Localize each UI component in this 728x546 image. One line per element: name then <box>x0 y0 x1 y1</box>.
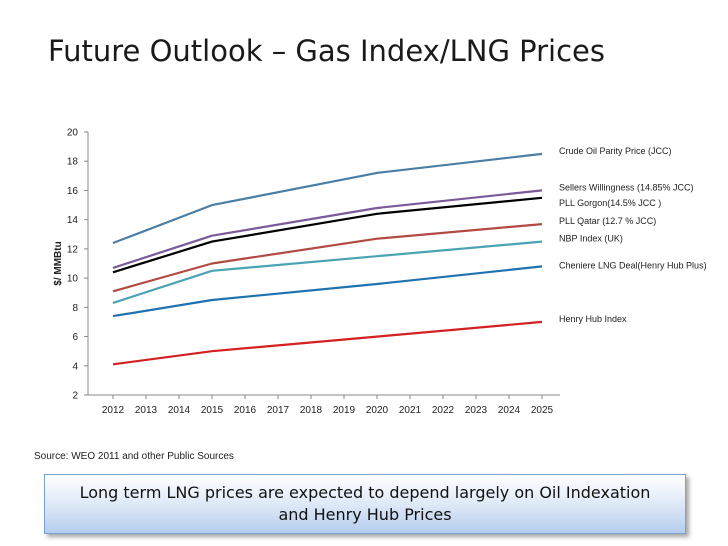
series-label: NBP Index (UK) <box>559 234 623 244</box>
source-note: Source: WEO 2011 and other Public Source… <box>34 451 234 462</box>
series-line <box>112 265 543 318</box>
y-tick-label: 12 <box>67 244 79 255</box>
series-label: Sellers Willingness (14.85% JCC) <box>559 182 694 192</box>
series-line <box>112 320 543 366</box>
series-label: Cheniere LNG Deal(Henry Hub Plus) <box>559 260 707 270</box>
y-tick-label: 20 <box>67 128 79 139</box>
series-line <box>112 152 543 245</box>
series-label: PLL Gorgon(14.5% JCC ) <box>559 198 661 208</box>
y-tick-label: 6 <box>72 332 78 343</box>
chart-axes <box>87 132 560 396</box>
y-tick-label: 16 <box>67 186 79 197</box>
y-tick-label: 10 <box>67 274 79 285</box>
callout-box: Long term LNG prices are expected to dep… <box>44 474 686 534</box>
y-tick-label: 8 <box>72 303 78 314</box>
chart-series-labels: Crude Oil Parity Price (JCC) Sellers Will… <box>559 146 707 324</box>
x-tick-label: 2017 <box>267 405 290 416</box>
series-line <box>112 240 543 304</box>
x-tick-label: 2021 <box>399 405 422 416</box>
series-line <box>112 196 543 274</box>
series-label: PLL Qatar (12.7 % JCC) <box>559 216 656 226</box>
y-tick-label: 4 <box>72 361 78 372</box>
x-tick-label: 2022 <box>432 405 455 416</box>
y-tick-label: 18 <box>67 157 79 168</box>
y-tick-label: 14 <box>67 215 79 226</box>
y-axis-title: $/ MMBtu <box>53 241 64 285</box>
x-tick-label: 2023 <box>465 405 488 416</box>
x-tick-label: 2019 <box>333 405 356 416</box>
series-line <box>112 189 543 269</box>
chart-ticks: 2 4 6 8 10 12 14 16 18 20 2012 2013 2014 2015 2016 2017… <box>67 128 554 417</box>
x-tick-label: 2025 <box>531 405 554 416</box>
chart-series <box>112 152 543 366</box>
x-tick-label: 2012 <box>102 405 125 416</box>
x-tick-label: 2020 <box>366 405 389 416</box>
x-tick-label: 2014 <box>168 405 191 416</box>
y-tick-label: 2 <box>72 391 78 402</box>
x-tick-label: 2016 <box>234 405 257 416</box>
x-tick-label: 2018 <box>300 405 323 416</box>
slide-title: Future Outlook – Gas Index/LNG Prices <box>48 34 605 68</box>
x-tick-label: 2024 <box>498 405 521 416</box>
x-tick-label: 2013 <box>135 405 158 416</box>
series-label: Henry Hub Index <box>559 314 627 324</box>
series-label: Crude Oil Parity Price (JCC) <box>559 146 672 156</box>
line-chart: 2 4 6 8 10 12 14 16 18 20 2012 2013 2014 2015 2016 2017… <box>53 128 707 417</box>
series-line <box>112 223 543 293</box>
callout-text: Long term LNG prices are expected to dep… <box>79 483 651 524</box>
x-tick-label: 2015 <box>201 405 224 416</box>
